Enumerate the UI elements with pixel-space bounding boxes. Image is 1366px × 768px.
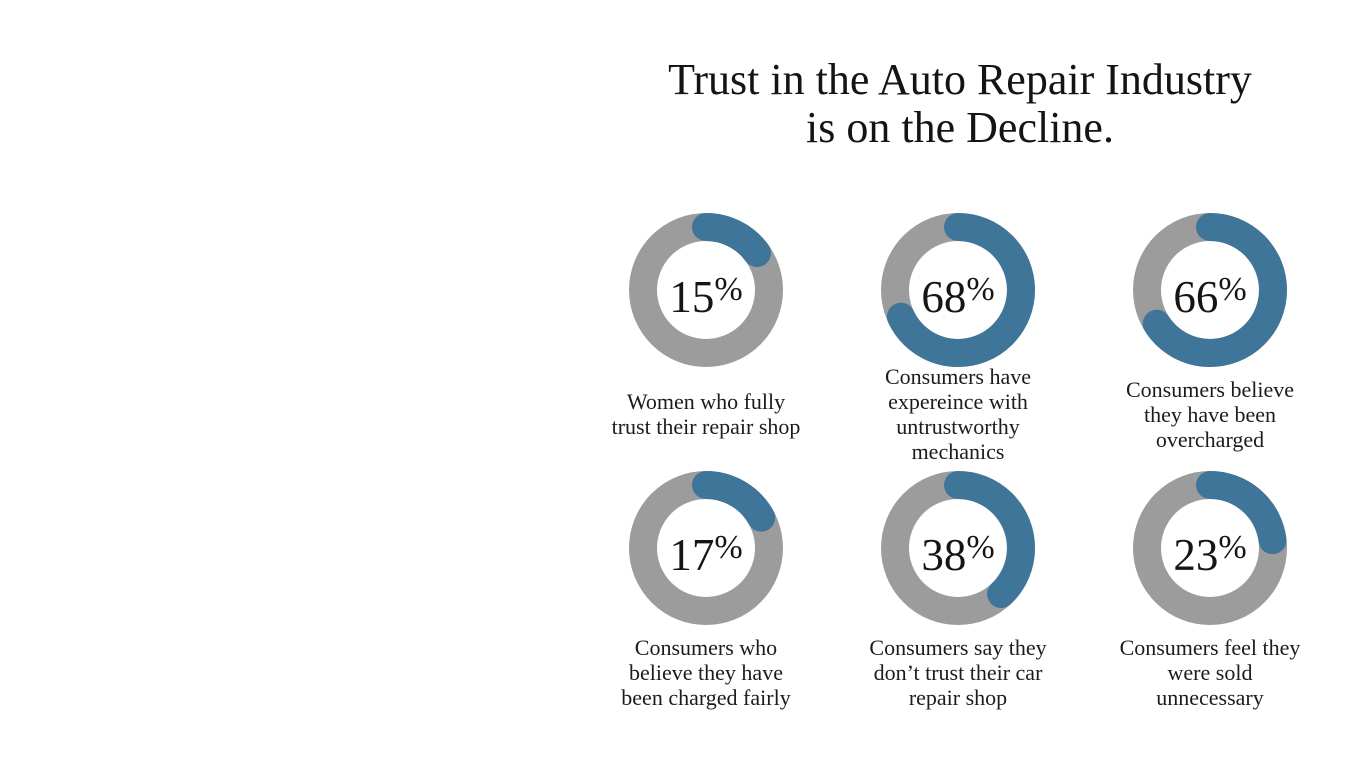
donut-value: 66%	[1132, 212, 1288, 368]
donut-chart: 15%	[628, 212, 784, 368]
donut-caption: Women who fully trust their repair shop	[611, 389, 801, 439]
stat-cell-sold-unnecessary: 23% Consumers feel they were sold unnece…	[1084, 470, 1336, 718]
donut-caption: Consumers say they don’t trust their car…	[869, 634, 1047, 710]
percent-sign: %	[714, 529, 743, 566]
donut-svg	[881, 213, 1035, 367]
percent-sign: %	[966, 271, 995, 308]
donut-caption: Consumers have expereince with untrustwo…	[884, 364, 1032, 464]
donut-value-number: 38	[921, 530, 967, 581]
donut-svg	[629, 471, 783, 625]
donut-value-number: 23	[1173, 530, 1219, 581]
donut-arc	[881, 471, 1035, 625]
percent-sign: %	[1218, 271, 1247, 308]
percent-sign: %	[1218, 529, 1247, 566]
donut-value-number: 68	[921, 272, 967, 323]
donut-chart: 68%	[880, 212, 1036, 368]
donut-value: 38%	[880, 470, 1036, 626]
donut-value: 68%	[880, 212, 1036, 368]
stat-cell-charged-fairly: 17% Consumers who believe they have been…	[580, 470, 832, 718]
stat-cell-overcharged: 66% Consumers believe they have been ove…	[1084, 212, 1336, 460]
percent-sign: %	[714, 271, 743, 308]
donut-value-number: 66	[1173, 272, 1219, 323]
stat-cell-women-trust: 15% Women who fully trust their repair s…	[580, 212, 832, 460]
donut-chart: 17%	[628, 470, 784, 626]
donut-caption: Consumers who believe they have been cha…	[621, 634, 791, 710]
donut-svg	[1133, 471, 1287, 625]
donut-arc	[629, 213, 783, 367]
donut-arc	[629, 471, 783, 625]
donut-caption: Consumers feel they were sold unnecessar…	[1119, 634, 1301, 710]
donut-value: 23%	[1132, 470, 1288, 626]
page-title: Trust in the Auto Repair Industry is on …	[668, 55, 1252, 152]
donut-value: 17%	[628, 470, 784, 626]
percent-sign: %	[966, 529, 995, 566]
donut-value-number: 17	[669, 530, 715, 581]
donut-value-number: 15	[669, 272, 715, 323]
donut-arc	[1133, 213, 1287, 367]
stat-cell-untrustworthy-mechanics: 68% Consumers have expereince with untru…	[832, 212, 1084, 464]
donut-svg	[629, 213, 783, 367]
donut-chart: 66%	[1132, 212, 1288, 368]
donut-arc	[1133, 471, 1287, 625]
donut-chart: 23%	[1132, 470, 1288, 626]
donut-caption: Consumers believe they have been overcha…	[1125, 376, 1295, 452]
donut-value: 15%	[628, 212, 784, 368]
donut-svg	[1133, 213, 1287, 367]
donut-svg	[881, 471, 1035, 625]
donut-arc	[881, 213, 1035, 367]
stat-cell-dont-trust-shop: 38% Consumers say they don’t trust their…	[832, 470, 1084, 718]
donut-chart: 38%	[880, 470, 1036, 626]
